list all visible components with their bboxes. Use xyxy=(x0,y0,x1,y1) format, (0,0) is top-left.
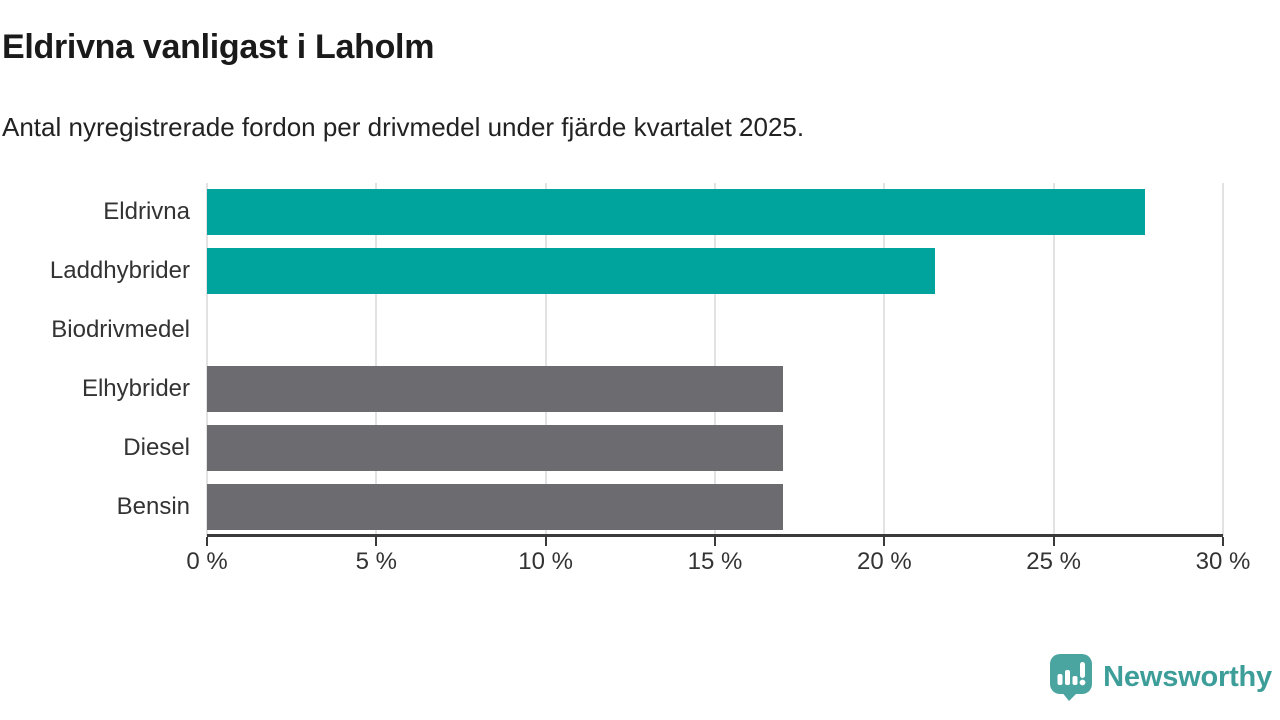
plot-area: Eldrivna Laddhybrider Biodrivmedel Elhybrid… xyxy=(50,183,1224,536)
newsworthy-logo-text: Newsworthy xyxy=(1103,660,1272,693)
bar-laddhybrider xyxy=(207,248,936,295)
category-label: Diesel xyxy=(123,433,190,461)
x-axis-tick xyxy=(544,537,547,546)
bar-elhybrider xyxy=(207,365,783,412)
gridline xyxy=(1222,183,1224,536)
x-axis-tick-label: 5 % xyxy=(355,548,398,575)
x-axis-tick xyxy=(206,537,208,546)
gridline xyxy=(883,183,886,536)
branding: Newsworthy xyxy=(1049,653,1272,701)
chart-row: Eldrivna xyxy=(103,183,1223,242)
gridline xyxy=(544,183,547,536)
gridline xyxy=(206,183,208,536)
x-axis-tick xyxy=(1222,537,1224,546)
category-label: Laddhybrider xyxy=(49,257,190,285)
gridline xyxy=(1052,183,1055,536)
x-axis-tick xyxy=(1052,537,1055,546)
x-axis-tick-label: 30 % xyxy=(1195,548,1251,575)
chart-title: Eldrivna vanligast i Laholm xyxy=(2,28,435,66)
newsworthy-logo-icon xyxy=(1050,654,1093,701)
chart-rows: Eldrivna Laddhybrider Biodrivmedel Elhybrid… xyxy=(50,183,1223,536)
bar-eldrivna xyxy=(207,189,1146,236)
bar-bensin xyxy=(207,483,783,530)
chart-subtitle: Antal nyregistrerade fordon per drivmede… xyxy=(2,112,805,142)
x-axis-tick-label: 0 % xyxy=(186,548,228,575)
gridline xyxy=(714,183,716,536)
category-label: Biodrivmedel xyxy=(51,316,190,344)
chart-row: Bensin xyxy=(117,477,1223,536)
bar-diesel xyxy=(207,424,783,471)
gridline xyxy=(375,183,378,536)
category-label: Bensin xyxy=(116,492,190,520)
x-axis-tick-label: 20 % xyxy=(856,548,912,575)
x-axis-tick xyxy=(375,537,378,546)
chart-row: Laddhybrider xyxy=(50,242,1223,301)
x-axis-tick xyxy=(883,537,886,546)
x-axis-tick-label: 10 % xyxy=(518,548,574,575)
category-label: Elhybrider xyxy=(81,374,190,402)
x-axis-tick-label: 15 % xyxy=(687,548,743,575)
x-axis-line xyxy=(207,534,1223,537)
category-label: Eldrivna xyxy=(103,198,190,226)
chart-row: Biodrivmedel xyxy=(51,301,1223,360)
x-axis-tick-label: 25 % xyxy=(1026,548,1082,575)
chart-row: Diesel xyxy=(123,418,1223,477)
x-axis-tick xyxy=(714,537,716,546)
chart-row: Elhybrider xyxy=(82,359,1223,418)
